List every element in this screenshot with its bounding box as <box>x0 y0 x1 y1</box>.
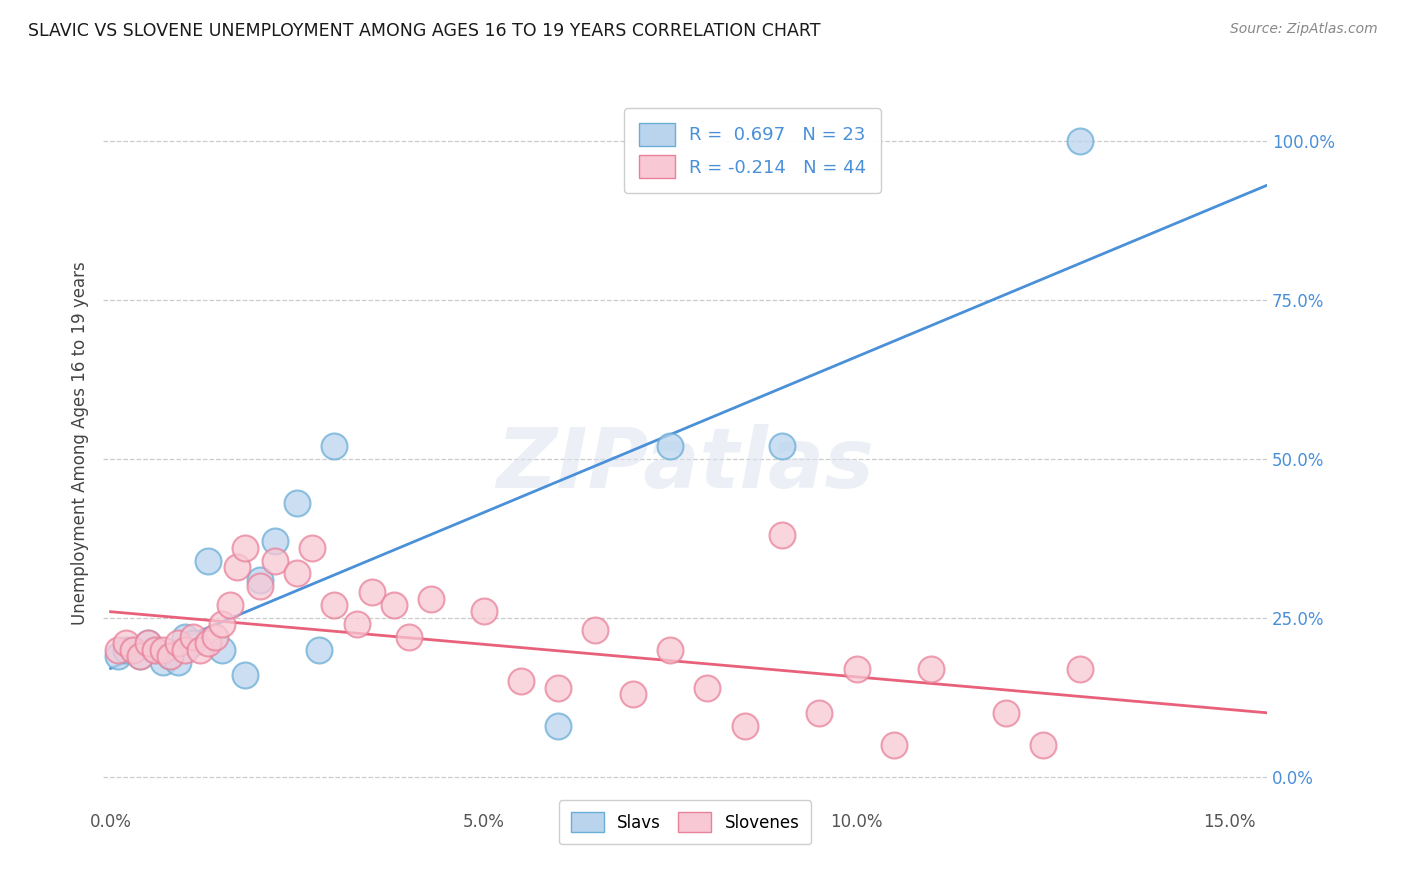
Point <box>845 662 868 676</box>
Text: Source: ZipAtlas.com: Source: ZipAtlas.com <box>1230 22 1378 37</box>
Point <box>1069 134 1091 148</box>
Point <box>129 648 152 663</box>
Point <box>770 528 793 542</box>
Point <box>263 553 285 567</box>
Point <box>122 642 145 657</box>
Point <box>696 681 718 695</box>
Point <box>143 642 166 657</box>
Point <box>547 681 569 695</box>
Text: SLAVIC VS SLOVENE UNEMPLOYMENT AMONG AGES 16 TO 19 YEARS CORRELATION CHART: SLAVIC VS SLOVENE UNEMPLOYMENT AMONG AGE… <box>28 22 821 40</box>
Point <box>197 553 219 567</box>
Point <box>659 439 682 453</box>
Point <box>509 674 531 689</box>
Point <box>1032 738 1054 752</box>
Point <box>249 579 271 593</box>
Y-axis label: Unemployment Among Ages 16 to 19 years: Unemployment Among Ages 16 to 19 years <box>72 261 89 624</box>
Point <box>166 655 188 669</box>
Point <box>920 662 942 676</box>
Point <box>204 630 226 644</box>
Point <box>152 642 174 657</box>
Point <box>136 636 159 650</box>
Point <box>1069 662 1091 676</box>
Point <box>770 439 793 453</box>
Point <box>621 687 644 701</box>
Point <box>114 636 136 650</box>
Point <box>143 642 166 657</box>
Point <box>323 598 346 612</box>
Legend: Slavs, Slovenes: Slavs, Slovenes <box>560 800 811 844</box>
Point <box>181 636 204 650</box>
Point <box>129 648 152 663</box>
Point <box>249 573 271 587</box>
Point <box>360 585 382 599</box>
Point <box>301 541 323 555</box>
Point <box>166 636 188 650</box>
Point <box>188 642 211 657</box>
Point <box>211 617 233 632</box>
Point <box>159 648 181 663</box>
Point <box>233 668 256 682</box>
Point <box>174 630 197 644</box>
Point <box>159 648 181 663</box>
Point <box>263 534 285 549</box>
Point <box>659 642 682 657</box>
Point <box>883 738 905 752</box>
Point <box>323 439 346 453</box>
Point <box>107 642 129 657</box>
Point <box>226 560 249 574</box>
Point <box>585 624 607 638</box>
Point <box>136 636 159 650</box>
Point <box>107 648 129 663</box>
Point <box>219 598 242 612</box>
Point <box>398 630 420 644</box>
Point <box>547 719 569 733</box>
Point <box>994 706 1017 720</box>
Point <box>152 655 174 669</box>
Point <box>808 706 831 720</box>
Point <box>114 642 136 657</box>
Point <box>382 598 405 612</box>
Point <box>285 496 308 510</box>
Point <box>734 719 756 733</box>
Point <box>211 642 233 657</box>
Point <box>197 636 219 650</box>
Text: ZIPatlas: ZIPatlas <box>496 425 875 506</box>
Point <box>420 591 443 606</box>
Point <box>233 541 256 555</box>
Point <box>285 566 308 581</box>
Point <box>472 604 495 618</box>
Point <box>346 617 368 632</box>
Point <box>122 642 145 657</box>
Point <box>308 642 330 657</box>
Point <box>174 642 197 657</box>
Point <box>181 630 204 644</box>
